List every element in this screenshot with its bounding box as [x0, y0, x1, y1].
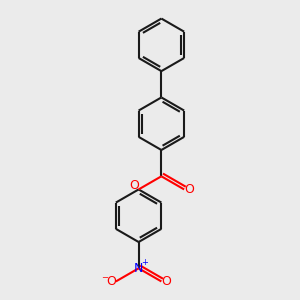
- Text: O: O: [184, 183, 194, 196]
- Text: O: O: [161, 275, 171, 288]
- Text: −: −: [101, 273, 108, 282]
- Text: N: N: [134, 262, 143, 275]
- Text: +: +: [141, 258, 148, 267]
- Text: O: O: [106, 275, 116, 288]
- Text: O: O: [130, 179, 140, 192]
